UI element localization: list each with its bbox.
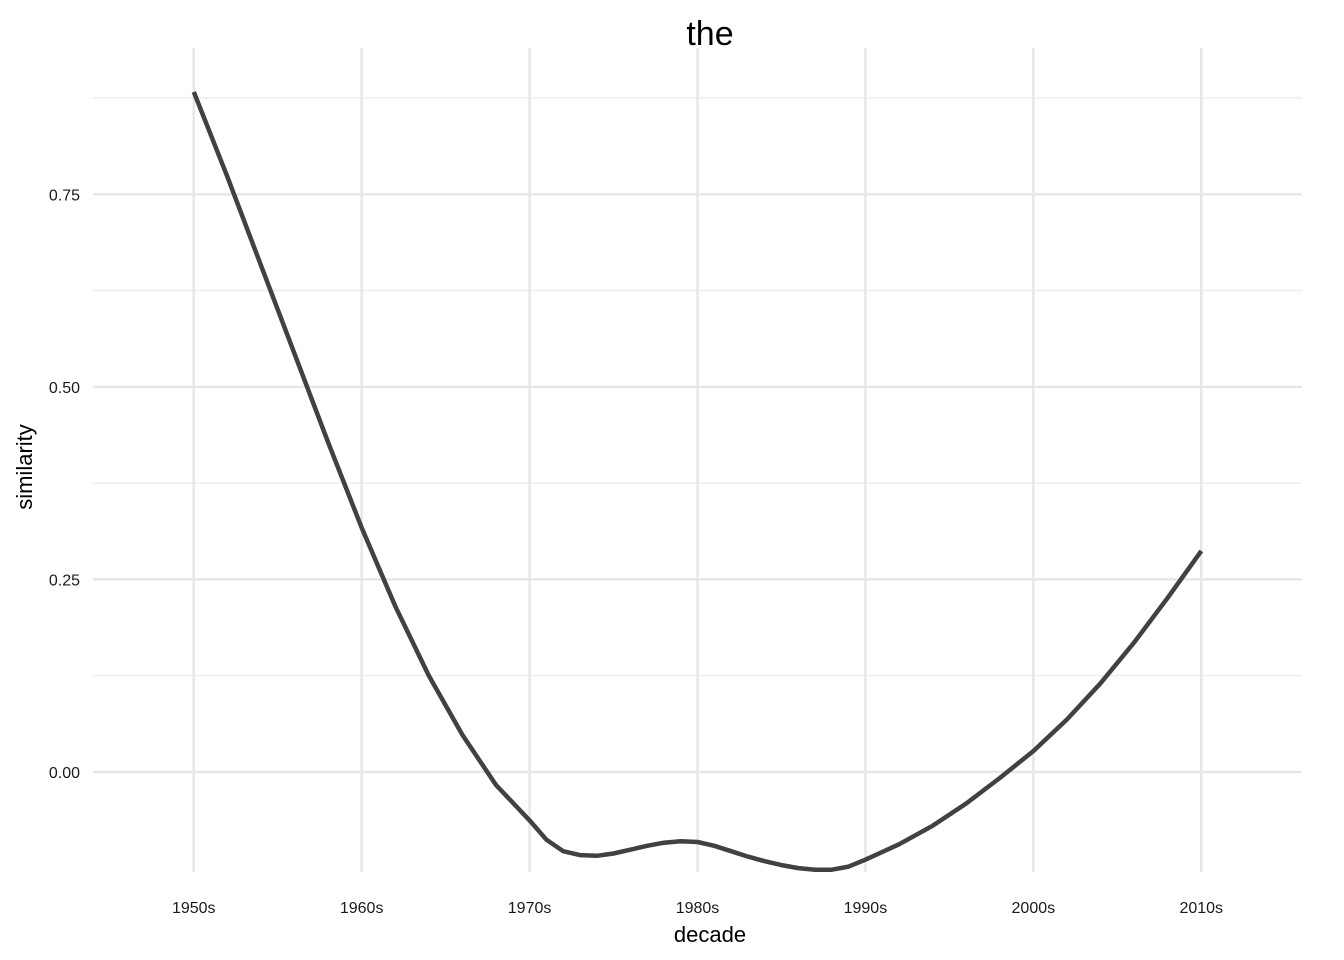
x-axis-title: decade (674, 922, 746, 947)
major-gridlines (93, 48, 1302, 872)
chart-title: the (686, 15, 733, 53)
x-tick-label: 1990s (844, 900, 888, 917)
x-tick-label: 1960s (340, 900, 384, 917)
x-tick-label: 1950s (172, 900, 216, 917)
series-layer (191, 91, 1204, 872)
x-tick-label: 1970s (508, 900, 552, 917)
y-tick-label: 0.75 (49, 187, 80, 204)
x-tick-label: 2010s (1179, 900, 1223, 917)
x-tick-labels: 1950s 1960s 1970s 1980s 1990s 2000s 2010s (172, 900, 1223, 917)
y-axis-title: similarity (12, 424, 37, 510)
y-tick-label: 0.00 (49, 765, 80, 782)
y-tick-label: 0.50 (49, 380, 80, 397)
x-tick-label: 2000s (1012, 900, 1056, 917)
series-line (191, 91, 1204, 872)
x-tick-label: 1980s (676, 900, 720, 917)
y-tick-label: 0.25 (49, 572, 80, 589)
y-tick-labels: 0.00 0.25 0.50 0.75 (49, 187, 80, 782)
